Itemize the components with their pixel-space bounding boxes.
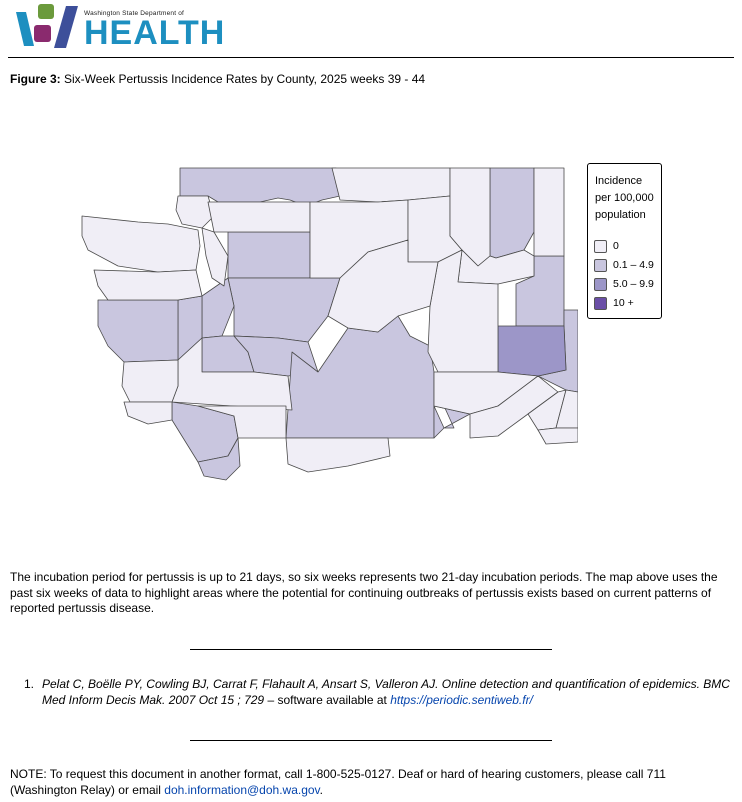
figure-title: Six-Week Pertussis Incidence Rates by Co… (64, 72, 426, 86)
separator-line (190, 649, 552, 650)
logo-bar-blue (16, 12, 34, 46)
county-kittitas (327, 239, 439, 333)
county-adams (497, 325, 567, 377)
legend-item: 0.1 – 4.9 (594, 258, 654, 272)
county-stevens (533, 167, 565, 257)
county-king (227, 277, 341, 343)
note-text: NOTE: To request this document in anothe… (10, 767, 666, 797)
legend-item: 5.0 – 9.9 (594, 277, 654, 291)
header-divider (8, 57, 734, 58)
body-paragraph: The incubation period for pertussis is u… (10, 570, 718, 615)
county-kitsap (201, 277, 235, 339)
county-island (201, 227, 229, 287)
county-clark (197, 437, 241, 481)
logo-wordmark: HEALTH (84, 14, 226, 52)
legend-title: Incidence per 100,000 population (595, 175, 654, 221)
county-skagit (207, 201, 311, 233)
county-snohomish (227, 231, 311, 279)
logo-subtitle: Washington State Department of (84, 10, 185, 17)
legend-label: 0 (613, 240, 619, 252)
legend-item: 0 (594, 239, 619, 253)
map-legend: Incidence per 100,000 population 0 0.1 – … (587, 163, 662, 319)
legend-swatch (594, 277, 607, 291)
legend-swatch (594, 258, 607, 272)
county-pend-oreille (489, 167, 535, 259)
reference-software-text: – software available at (264, 692, 391, 707)
county-whatcom (331, 167, 451, 203)
legend-swatch (594, 239, 607, 253)
legend-item: 10 + (594, 296, 634, 310)
county-wahkiakum (123, 401, 173, 425)
reference-number: 1. (24, 677, 35, 691)
logo-square-purple (34, 25, 51, 42)
legend-label: 10 + (613, 297, 634, 309)
county-skamania (197, 405, 287, 439)
logo-bar-navy (54, 6, 78, 48)
county-klickitat (285, 437, 391, 473)
reference-citation: Pelat C, Boëlle PY, Cowling BJ, Carrat F… (42, 677, 730, 707)
county-grays-harbor (97, 299, 179, 363)
logo-mark-icon (16, 4, 78, 48)
accessibility-note: NOTE: To request this document in anothe… (10, 767, 734, 798)
county-san-juan (175, 195, 215, 229)
logo-square-green (38, 4, 54, 19)
reference-entry: 1. Pelat C, Boëlle PY, Cowling BJ, Carra… (24, 677, 734, 708)
email-link[interactable]: doh.information@doh.wa.gov (164, 782, 320, 797)
legend-label: 0.1 – 4.9 (613, 259, 654, 271)
figure-caption: Figure 3: Six-Week Pertussis Incidence R… (10, 72, 425, 86)
legend-label: 5.0 – 9.9 (613, 278, 654, 290)
doh-logo: Washington State Department of HEALTH (14, 2, 224, 50)
county-pacific (121, 359, 179, 403)
note-end: . (319, 782, 324, 797)
legend-swatch (594, 296, 607, 310)
figure-label: Figure 3: (10, 72, 61, 86)
separator-line (190, 740, 552, 741)
reference-url-link[interactable]: https://periodic.sentiweb.fr/ (390, 692, 533, 707)
washington-county-map (81, 167, 578, 481)
county-asotin (537, 427, 578, 445)
county-jefferson (93, 269, 203, 301)
